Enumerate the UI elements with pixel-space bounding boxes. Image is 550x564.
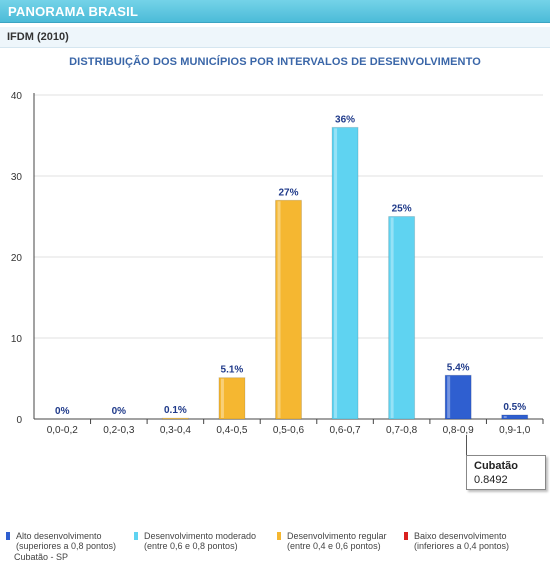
y-tick-label: 20 — [11, 253, 23, 264]
data-label: 0% — [55, 406, 70, 417]
chart-title: DISTRIBUIÇÃO DOS MUNICÍPIOS POR INTERVAL… — [69, 56, 481, 68]
x-tick-label: 0,8-0,9 — [443, 425, 475, 436]
y-tick-label: 10 — [11, 334, 23, 345]
data-label: 25% — [392, 204, 412, 215]
legend-label: Baixo desenvolvimento (inferiores a 0,4 p… — [414, 531, 510, 551]
data-label: 0.5% — [503, 402, 526, 413]
legend-swatch — [6, 532, 10, 540]
indicator-bar: IFDM (2010) — [0, 27, 550, 48]
indicator-label: IFDM (2010) — [7, 31, 69, 43]
bar-highlight — [334, 128, 338, 418]
legend-swatch — [404, 532, 408, 540]
bar — [444, 374, 472, 420]
y-tick-label: 0 — [16, 415, 22, 426]
data-label: 0.1% — [164, 405, 187, 416]
municipality-tooltip: Cubatão 0.8492 — [466, 455, 546, 490]
x-tick-label: 0,5-0,6 — [273, 425, 305, 436]
y-tick-label: 30 — [11, 172, 23, 183]
legend-swatch — [134, 532, 138, 540]
bar — [161, 417, 189, 420]
distribution-chart: 0 10 20 30 40 0% 0,0-0,2 0% 0,2-0,3 0.1% 0,3-0,4 5.… — [11, 91, 544, 436]
data-label: 27% — [278, 187, 298, 198]
data-label: 5.4% — [447, 362, 470, 373]
bar — [501, 414, 529, 420]
x-tick-label: 0,0-0,2 — [47, 425, 79, 436]
bar-highlight — [447, 376, 451, 418]
bar — [218, 377, 246, 420]
bar-highlight — [503, 415, 507, 418]
bar-highlight — [390, 217, 394, 418]
x-tick-label: 0,3-0,4 — [160, 425, 192, 436]
x-tick-label: 0,7-0,8 — [386, 425, 418, 436]
bar-highlight — [277, 201, 281, 418]
bar — [275, 199, 302, 420]
bar — [388, 216, 416, 420]
panel-header: PANORAMA BRASIL — [0, 0, 550, 23]
legend-swatch — [277, 532, 281, 540]
tooltip-pointer — [466, 435, 467, 455]
legend-footer: Cubatão - SP — [14, 552, 69, 562]
legend-label: Desenvolvimento moderado (entre 0,6 e 0,8… — [144, 531, 257, 551]
x-tick-label: 0,6-0,7 — [329, 425, 361, 436]
legend-label: Alto desenvolvimento (superiores a 0,8 po… — [16, 531, 117, 551]
x-tick-label: 0,4-0,5 — [216, 425, 248, 436]
data-label: 36% — [335, 114, 355, 125]
data-label: 0% — [112, 406, 127, 417]
bar — [331, 126, 359, 420]
panel-title: PANORAMA BRASIL — [8, 4, 139, 19]
legend-label: Desenvolvimento regular (entre 0,4 e 0,6 … — [287, 531, 387, 551]
data-label: 5.1% — [221, 365, 244, 376]
tooltip-value: 0.8492 — [474, 474, 508, 486]
y-tick-label: 40 — [11, 91, 23, 102]
x-tick-label: 0,2-0,3 — [103, 425, 135, 436]
tooltip-name: Cubatão — [474, 460, 518, 472]
x-tick-label: 0,9-1,0 — [499, 425, 531, 436]
bar-highlight — [220, 378, 224, 418]
